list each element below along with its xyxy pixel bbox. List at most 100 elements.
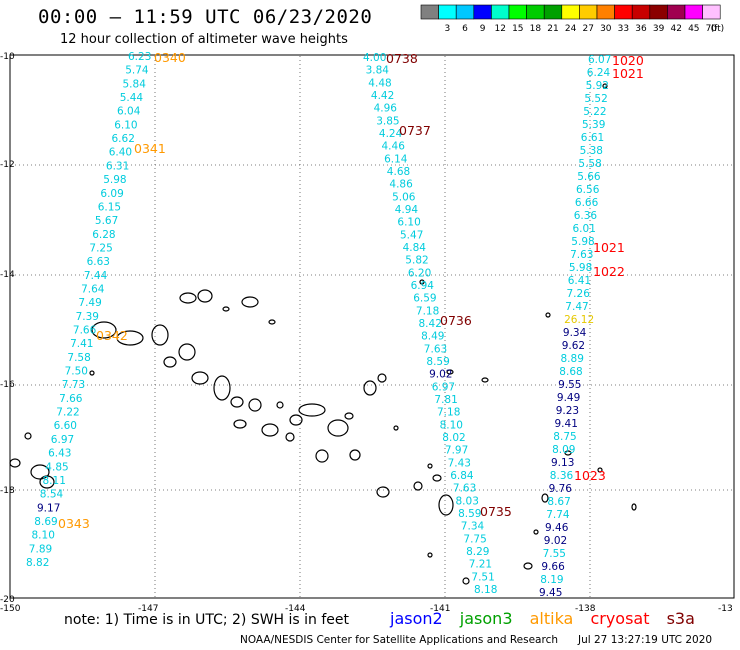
wave-height-value: 9.66 — [541, 561, 565, 573]
wave-height-value: 7.18 — [437, 407, 460, 419]
wave-height-value: 7.34 — [461, 521, 485, 533]
island-outline — [446, 369, 454, 375]
island-outline — [116, 330, 144, 346]
wave-height-value: 9.45 — [539, 587, 562, 599]
wave-height-value: 8.29 — [466, 546, 489, 558]
satellite-s3a: s3a — [666, 609, 695, 628]
legend-tick: 36 — [635, 24, 647, 34]
wave-height-value: 8.69 — [34, 516, 57, 528]
wave-height-value: 9.17 — [37, 502, 60, 514]
island-outline — [163, 356, 177, 368]
island-outline — [178, 343, 196, 361]
legend-swatch — [543, 4, 563, 20]
lon-label: -147 — [138, 604, 158, 614]
wave-height-value: 7.49 — [78, 297, 101, 309]
island-outline — [268, 319, 276, 325]
pass-time-label: 0341 — [134, 141, 166, 156]
legend-swatch — [473, 4, 492, 20]
island-outline — [432, 474, 442, 482]
wave-height-value: 6.97 — [51, 434, 74, 446]
island-outline — [597, 467, 603, 473]
wave-height-value: 6.14 — [384, 153, 408, 165]
wave-height-value: 6.84 — [450, 470, 474, 482]
island-outline — [393, 425, 399, 431]
satellite-altika: altika — [529, 609, 574, 628]
pass-time-label: 0342 — [96, 328, 128, 343]
satellite-jason2: jason2 — [390, 609, 443, 628]
wave-height-value: 8.59 — [426, 356, 449, 368]
legend-tick: 45 — [688, 24, 699, 34]
island-outline — [233, 419, 247, 429]
wave-height-value: 8.36 — [550, 470, 574, 482]
wave-height-value: 8.49 — [421, 331, 444, 343]
island-outline — [376, 486, 390, 498]
wave-height-value: 4.85 — [45, 461, 68, 473]
island-outline — [24, 432, 32, 440]
wave-height-value: 9.34 — [563, 327, 587, 339]
island-outline — [241, 296, 259, 308]
wave-height-value: 5.38 — [580, 145, 603, 157]
wave-height-value: 7.66 — [59, 393, 83, 405]
island-outline — [213, 375, 231, 401]
legend-tick: 39 — [653, 24, 665, 34]
island-outline — [191, 371, 209, 385]
wave-height-value: 8.10 — [440, 419, 463, 431]
wave-height-value: 8.67 — [547, 496, 570, 508]
wave-height-value: 9.76 — [549, 483, 573, 495]
wave-height-value: 6.40 — [109, 147, 132, 159]
axis-labels: -150 -147 -144 -141 -138 -13 -10 -12 -14 -16 -18 -2… — [0, 52, 733, 614]
wave-height-value: 6.28 — [92, 229, 115, 241]
island-outline — [222, 306, 230, 312]
wave-height-value: 9.23 — [556, 405, 579, 417]
island-outline — [564, 450, 572, 456]
island-outline — [481, 377, 489, 383]
legend-swatch — [420, 4, 439, 20]
wave-height-value: 5.06 — [392, 191, 416, 203]
wave-height-value: 6.10 — [114, 119, 137, 131]
legend-swatch — [579, 4, 598, 20]
wave-height-value: 8.42 — [419, 318, 442, 330]
island-outline — [462, 577, 470, 585]
pass-time-label: 1023 — [574, 468, 606, 483]
wave-height-value: 9.62 — [562, 340, 585, 352]
wave-height-value: 5.58 — [578, 158, 601, 170]
wave-height-value: 9.41 — [555, 418, 578, 430]
legend-tick: 6 — [462, 24, 468, 34]
wave-height-value: 7.75 — [463, 533, 486, 545]
wave-height-value: 6.59 — [413, 293, 436, 305]
wave-height-value: 6.31 — [106, 160, 129, 172]
wave-height-value: 4.96 — [374, 103, 398, 115]
wave-height-value: 6.15 — [98, 201, 121, 213]
wave-height-value: 8.11 — [43, 475, 66, 487]
legend-swatch — [667, 4, 686, 20]
island-outline — [197, 289, 213, 303]
wave-height-value: 6.04 — [117, 106, 141, 118]
wave-height-value: 4.48 — [368, 77, 391, 89]
wave-height-value: 5.47 — [400, 229, 423, 241]
wave-height-value: 5.98 — [569, 262, 592, 274]
track-s3a-1020: 6.076.245.925.525.225.396.615.385.585.66… — [539, 53, 644, 599]
wave-height-value: 6.66 — [575, 197, 599, 209]
wave-height-value: 7.63 — [453, 483, 476, 495]
wave-height-value: 7.55 — [543, 548, 566, 560]
island-outline — [91, 321, 117, 339]
track-altika-0340: 6.23 5.745.84 5.44 6.046.10 6.62 6.406.31 5.98… — [26, 50, 186, 569]
pass-time-label: 1021 — [612, 66, 644, 81]
wave-height-value: 6.43 — [48, 448, 71, 460]
wave-height-value: 8.03 — [456, 495, 479, 507]
wave-height-value: 7.39 — [76, 311, 99, 323]
legend-swatch — [455, 4, 475, 20]
wave-height-value: 6.36 — [574, 210, 598, 222]
wave-height-value: 7.51 — [471, 571, 494, 583]
wave-height-value: 6.09 — [100, 188, 123, 200]
wave-height-value: 7.44 — [84, 270, 108, 282]
wave-height-value: 4.84 — [403, 242, 427, 254]
island-outline — [363, 380, 377, 396]
island-outline — [230, 396, 244, 408]
pass-time-label: 1020 — [612, 53, 644, 68]
units-note: note: 1) Time is in UTC; 2) SWH is in fe… — [64, 612, 350, 628]
wave-height-value: 5.66 — [577, 171, 601, 183]
legend-swatch — [614, 4, 633, 20]
page-subtitle: 12 hour collection of altimeter wave hei… — [60, 32, 348, 47]
